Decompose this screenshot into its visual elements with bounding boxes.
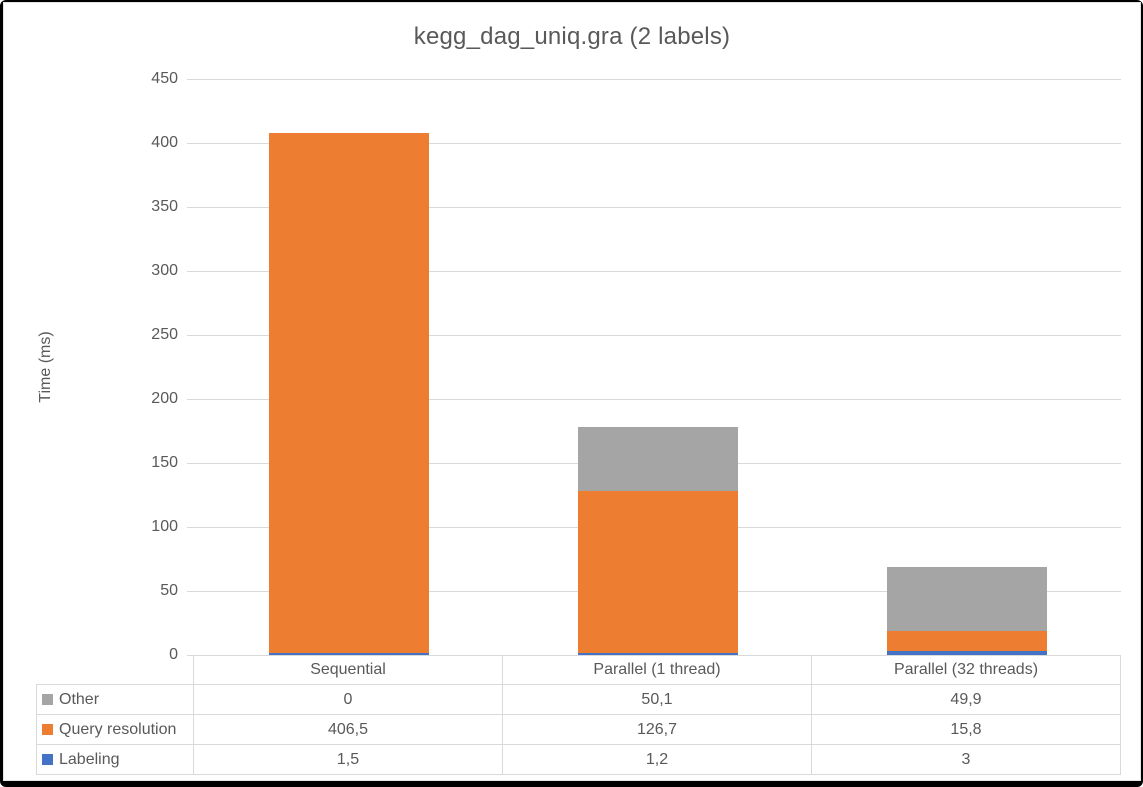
plot-area [194,79,1121,656]
y-tick-mark [187,463,194,464]
table-header-parallel-1-thread: Parallel (1 thread) [503,655,812,685]
bar-segment-labeling [886,651,1047,655]
y-tick-mark [187,591,194,592]
y-tick-mark [187,79,194,80]
chart-canvas: kegg_dag_uniq.gra (2 labels) Time (ms) 4… [3,2,1141,781]
legend-cell-query-resolution: Query resolution [36,715,194,745]
legend-label-other: Other [59,690,100,708]
bar-segment-labeling [268,653,429,655]
bar-segment-other [577,427,738,492]
y-tick-label: 350 [151,198,178,215]
y-tick-mark [187,399,194,400]
table-value-query-resolution-parallel-1-thread: 126,7 [503,715,812,745]
table-value-other-parallel-32-threads: 49,9 [812,685,1121,715]
y-tick-label: 50 [160,582,178,599]
gridline [194,335,1121,336]
gridline [194,143,1121,144]
table-value-query-resolution-sequential: 406,5 [194,715,503,745]
bar-segment-other [886,567,1047,631]
bar-segment-labeling [577,653,738,655]
y-tick-mark [187,207,194,208]
chart-title: kegg_dag_uniq.gra (2 labels) [413,23,731,50]
table-value-other-parallel-1-thread: 50,1 [503,685,812,715]
y-tick-mark [187,527,194,528]
gridline [194,271,1121,272]
y-tick-label: 450 [151,70,178,87]
y-tick-mark [187,335,194,336]
legend-label-labeling: Labeling [59,750,120,768]
gridline [194,79,1121,80]
table-value-other-sequential: 0 [194,685,503,715]
legend-cell-labeling: Labeling [36,745,194,775]
bar-segment-query-resolution [268,132,429,654]
table-value-labeling-parallel-1-thread: 1,2 [503,745,812,775]
gridline [194,207,1121,208]
table-value-query-resolution-parallel-32-threads: 15,8 [812,715,1121,745]
legend-cell-other: Other [36,685,194,715]
bar-segment-query-resolution [577,491,738,654]
y-tick-label: 0 [169,646,178,663]
bar-segment-query-resolution [886,630,1047,652]
y-tick-mark [187,655,194,656]
table-corner-cell [36,655,194,685]
legend-swatch-labeling [42,754,53,765]
y-tick-label: 100 [151,518,178,535]
y-tick-label: 200 [151,390,178,407]
y-tick-label: 400 [151,134,178,151]
table-value-labeling-parallel-32-threads: 3 [812,745,1121,775]
y-tick-label: 300 [151,262,178,279]
y-tick-label: 150 [151,454,178,471]
y-tick-mark [187,271,194,272]
y-axis-title: Time (ms) [37,331,54,403]
legend-label-query-resolution: Query resolution [59,720,177,738]
y-tick-mark [187,143,194,144]
data-table: Sequential Parallel (1 thread) Parallel (3… [36,655,1121,775]
table-value-labeling-sequential: 1,5 [194,745,503,775]
table-header-sequential: Sequential [194,655,503,685]
y-tick-label: 250 [151,326,178,343]
legend-swatch-query-resolution [42,724,53,735]
gridline [194,399,1121,400]
table-header-parallel-32-threads: Parallel (32 threads) [812,655,1121,685]
legend-swatch-other [42,694,53,705]
